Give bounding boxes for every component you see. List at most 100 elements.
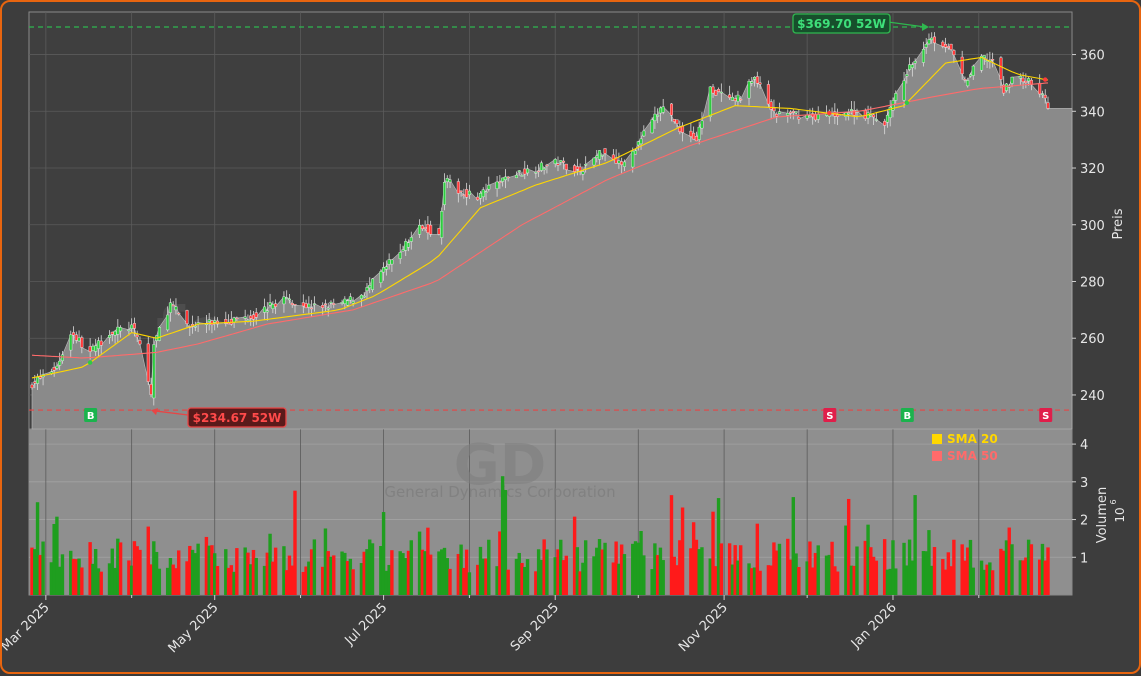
candle-body [872, 114, 876, 118]
volume-bar [603, 542, 607, 595]
volume-bar [716, 498, 721, 595]
candle-body [271, 303, 275, 309]
candle-body [639, 138, 643, 145]
candle-body [110, 331, 114, 335]
candle-body [894, 93, 898, 101]
volume-bar [33, 549, 37, 595]
signal-label: B [903, 411, 911, 422]
volume-bar [118, 542, 123, 595]
volume-bar [428, 554, 433, 595]
candle-body [254, 312, 258, 318]
candle-body [869, 114, 873, 117]
volume-bar [168, 558, 173, 595]
signal-dot [904, 100, 910, 105]
signal-badge [1039, 408, 1053, 422]
volume-bars [30, 476, 1050, 595]
candle-body [786, 112, 790, 116]
candle-body [883, 121, 887, 126]
volume-bar [653, 543, 657, 595]
candle-body [304, 303, 308, 309]
volume-bar [650, 569, 654, 595]
volume-bar [49, 562, 54, 595]
candle-body [401, 249, 405, 252]
volume-bar [769, 565, 773, 595]
volume-bar [409, 540, 413, 595]
candle-body [908, 64, 912, 70]
annotations: $369.70 52W $234.67 52W [151, 13, 929, 428]
volume-bar [74, 559, 78, 595]
volume-bar [77, 558, 81, 595]
candle-body [711, 86, 715, 94]
candle-body [418, 224, 422, 235]
candle-body [487, 184, 491, 190]
low-52w-box [187, 407, 287, 428]
candle-body [520, 175, 524, 177]
candle-body [573, 165, 577, 172]
volume-bar [808, 541, 812, 595]
volume-bar [578, 571, 582, 595]
candle-body [282, 296, 286, 305]
volume-bar [60, 554, 65, 595]
volume-bar [966, 547, 970, 595]
volume-bar [190, 549, 195, 595]
candle-body [960, 56, 964, 75]
candle-body [38, 376, 42, 379]
candle-body [689, 130, 693, 137]
signal-badge [84, 408, 98, 422]
candle-body [982, 55, 986, 59]
time-tick-label: Mar 2025 [2, 600, 53, 654]
candle-body [905, 74, 909, 77]
volume-panel [28, 428, 1073, 596]
volume-bar [500, 476, 505, 595]
candle-body [146, 343, 150, 382]
volume-bar [229, 565, 234, 595]
candle-body [755, 76, 759, 84]
volume-bar [960, 544, 964, 595]
volume-bar [736, 560, 740, 595]
volume-bar [788, 559, 793, 595]
volume-bar [739, 545, 743, 595]
volume-bar [985, 564, 989, 595]
candle-body [423, 227, 427, 229]
volume-bar [146, 526, 150, 595]
volume-bar [370, 543, 375, 595]
candle-body [207, 319, 211, 322]
volume-bar [235, 548, 239, 595]
volume-bar [661, 560, 665, 595]
volume-bar [456, 553, 461, 595]
volume-bar [1037, 559, 1042, 595]
volume-bar [93, 549, 98, 595]
watermark-company: General Dynamics Corporation [384, 483, 615, 501]
volume-bar [193, 553, 198, 595]
volume-bar [448, 568, 452, 595]
candle-body [539, 162, 543, 171]
volume-bar [869, 547, 873, 595]
volume-bar [157, 568, 162, 595]
candle-body [478, 193, 482, 199]
candle-body [362, 295, 366, 298]
candle-body [80, 337, 84, 348]
candle-body [700, 120, 704, 129]
volume-bar [345, 561, 350, 595]
candle-body [74, 334, 78, 341]
signal-badge [823, 408, 837, 422]
candle-body [368, 285, 372, 289]
candle-body [1038, 82, 1042, 95]
volume-bar [617, 563, 621, 595]
volume-bar [420, 549, 425, 595]
volume-bar [332, 555, 336, 595]
candle-body [642, 130, 646, 137]
volume-bar [539, 559, 544, 595]
volume-bar [564, 555, 568, 595]
candle-body [384, 266, 388, 270]
candle-body [1018, 76, 1022, 79]
volume-bar [437, 551, 441, 595]
volume-bar [810, 567, 815, 595]
volume-bar [949, 566, 953, 595]
volume-bar [55, 516, 59, 595]
price-axis-label: Preis [1111, 208, 1126, 239]
candle-body [603, 148, 607, 154]
volume-bar [750, 568, 754, 595]
candle-body [592, 157, 596, 166]
candle-body [69, 334, 73, 351]
